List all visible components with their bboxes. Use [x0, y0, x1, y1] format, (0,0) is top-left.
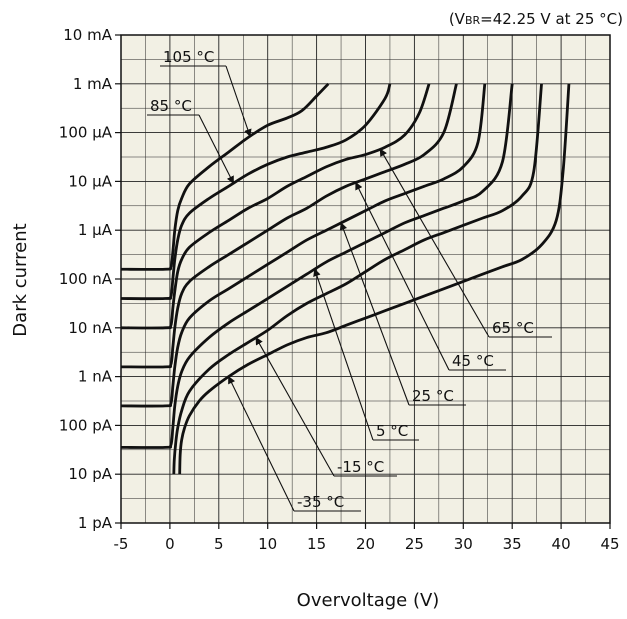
y-tick-label: 100 nA	[59, 270, 113, 288]
curve-label-text: 85 °C	[150, 97, 192, 115]
curve-label-group: -35 °C	[228, 375, 361, 512]
curve-label-group: 65 °C	[379, 148, 552, 338]
y-tick-label: 1 pA	[78, 514, 113, 532]
curve-label-text: -35 °C	[297, 493, 344, 511]
curve-label-text: 5 °C	[376, 422, 408, 440]
curve-label-group: 25 °C	[339, 222, 466, 406]
curve-label-text: -15 °C	[337, 458, 384, 476]
y-tick-label: 1 nA	[78, 368, 113, 386]
y-tick-label: 10 μA	[68, 172, 112, 190]
breakdown-voltage-note: (VBR=42.25 V at 25 °C)	[449, 10, 623, 28]
curve-label-group: 45 °C	[355, 181, 506, 371]
curve-label-group: 85 °C	[147, 97, 234, 184]
x-tick-label: 10	[258, 535, 277, 553]
y-tick-label: 10 nA	[68, 319, 112, 337]
x-axis-ticks: -5 0 5 10 15 20 25 30 35 40 45	[114, 523, 620, 553]
y-axis-ticks: 1 pA 10 pA 100 pA 1 nA 10 nA 100 nA 1 μA 10 μA 1…	[59, 26, 121, 532]
x-tick-label: 15	[307, 535, 326, 553]
x-tick-label: 45	[600, 535, 619, 553]
y-tick-label: 1 μA	[78, 221, 113, 239]
x-tick-label: 5	[214, 535, 224, 553]
curve-label-arrow	[225, 65, 252, 137]
note-subscript: BR	[465, 14, 481, 27]
curve-label-arrow	[198, 114, 234, 184]
curve-label-text: 105 °C	[163, 48, 214, 66]
curve-minus35Cc	[178, 83, 571, 475]
curve-25Cc	[120, 83, 487, 408]
curve-label-arrow	[313, 268, 374, 441]
curve-45Cc	[120, 83, 458, 369]
x-tick-label: 35	[503, 535, 522, 553]
x-tick-label: 25	[405, 535, 424, 553]
curve-85Cc	[120, 83, 392, 301]
curve-label-group: -15 °C	[255, 336, 397, 477]
curve-label-arrow	[339, 222, 410, 406]
x-axis-title: Overvoltage (V)	[297, 590, 440, 611]
note-prefix: (V	[449, 10, 466, 28]
y-axis-title: Dark current	[10, 223, 31, 336]
curve-labels: 105 °C 85 °C 65 °C 45 °C 25 °C5 °C -15 °C -35 …	[147, 48, 552, 512]
y-tick-label: 10 mA	[63, 26, 112, 44]
x-tick-label: 40	[552, 535, 571, 553]
curve-label-text: 25 °C	[412, 387, 454, 405]
curve-label-arrow	[379, 148, 490, 338]
curve-label-group: 5 °C	[313, 268, 419, 441]
y-tick-label: 10 pA	[68, 465, 112, 483]
curve-label-arrow	[255, 336, 335, 477]
note-suffix: =42.25 V at 25 °C)	[480, 10, 623, 28]
y-tick-label: 1 mA	[73, 75, 113, 93]
curve-65Cc	[120, 83, 431, 330]
curve-label-arrow	[355, 181, 450, 371]
curves	[120, 82, 571, 475]
curve-label-text: 45 °C	[452, 352, 494, 370]
curve-label-arrow	[228, 375, 295, 512]
curve-label-group: 105 °C	[160, 48, 252, 137]
y-tick-label: 100 pA	[59, 416, 113, 434]
curve-105Cc	[120, 82, 330, 271]
x-tick-label: 20	[356, 535, 375, 553]
x-tick-label: 30	[454, 535, 473, 553]
curve-label-text: 65 °C	[492, 319, 534, 337]
curve-minus15Cc	[172, 83, 543, 475]
y-tick-label: 100 μA	[59, 124, 113, 142]
curve-5Cc	[120, 83, 514, 449]
x-tick-label: -5	[114, 535, 129, 553]
x-tick-label: 0	[165, 535, 175, 553]
